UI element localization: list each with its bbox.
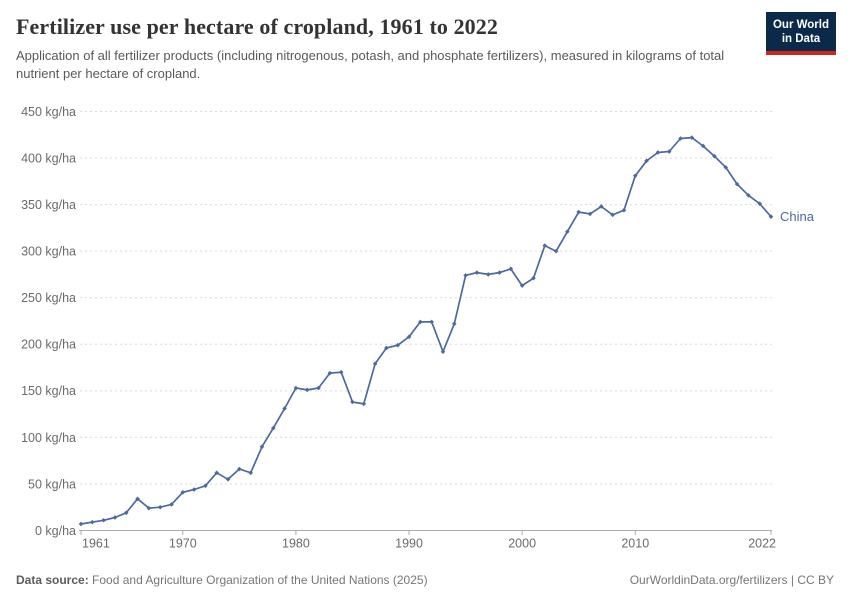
svg-text:450 kg/ha: 450 kg/ha <box>21 105 76 119</box>
svg-text:1980: 1980 <box>282 537 310 551</box>
svg-text:100 kg/ha: 100 kg/ha <box>21 431 76 445</box>
svg-text:0 kg/ha: 0 kg/ha <box>35 524 76 538</box>
svg-text:250 kg/ha: 250 kg/ha <box>21 291 76 305</box>
credit-note: OurWorldinData.org/fertilizers | CC BY <box>629 573 834 587</box>
data-points-china <box>78 135 774 527</box>
y-axis-labels: 0 kg/ha 50 kg/ha 100 kg/ha 150 kg/ha 200 kg/… <box>21 105 76 538</box>
owid-logo-line1: Our World <box>772 19 829 31</box>
svg-text:400 kg/ha: 400 kg/ha <box>21 151 76 165</box>
y-gridlines <box>80 111 772 485</box>
owid-logo: Our World in Data <box>766 12 836 55</box>
svg-text:50 kg/ha: 50 kg/ha <box>28 477 76 491</box>
svg-text:150 kg/ha: 150 kg/ha <box>21 384 76 398</box>
page-title: Fertilizer use per hectare of cropland, … <box>16 14 498 39</box>
svg-text:1961: 1961 <box>82 537 110 551</box>
data-source-note: Data source: Food and Agriculture Organi… <box>16 573 428 587</box>
svg-text:1970: 1970 <box>169 537 197 551</box>
svg-text:2022: 2022 <box>748 537 776 551</box>
chart-header: Fertilizer use per hectare of cropland, … <box>16 14 750 83</box>
data-source-label: Data source: <box>16 573 89 587</box>
svg-text:200 kg/ha: 200 kg/ha <box>21 338 76 352</box>
svg-text:1990: 1990 <box>395 537 423 551</box>
owid-logo-line2: in Data <box>781 33 821 45</box>
x-axis <box>79 530 772 535</box>
chart-footer: Data source: Food and Agriculture Organi… <box>16 573 834 587</box>
page-subtitle: Application of all fertilizer products (… <box>16 48 725 81</box>
svg-text:350 kg/ha: 350 kg/ha <box>21 198 76 212</box>
data-source-text: Food and Agriculture Organization of the… <box>88 573 428 587</box>
series-label-china: China <box>780 209 815 224</box>
data-line-china <box>80 136 772 525</box>
svg-text:2010: 2010 <box>621 537 649 551</box>
svg-text:300 kg/ha: 300 kg/ha <box>21 245 76 259</box>
x-axis-labels: 1961 1970 1980 1990 2000 2010 2022 <box>82 537 776 551</box>
svg-text:2000: 2000 <box>508 537 536 551</box>
